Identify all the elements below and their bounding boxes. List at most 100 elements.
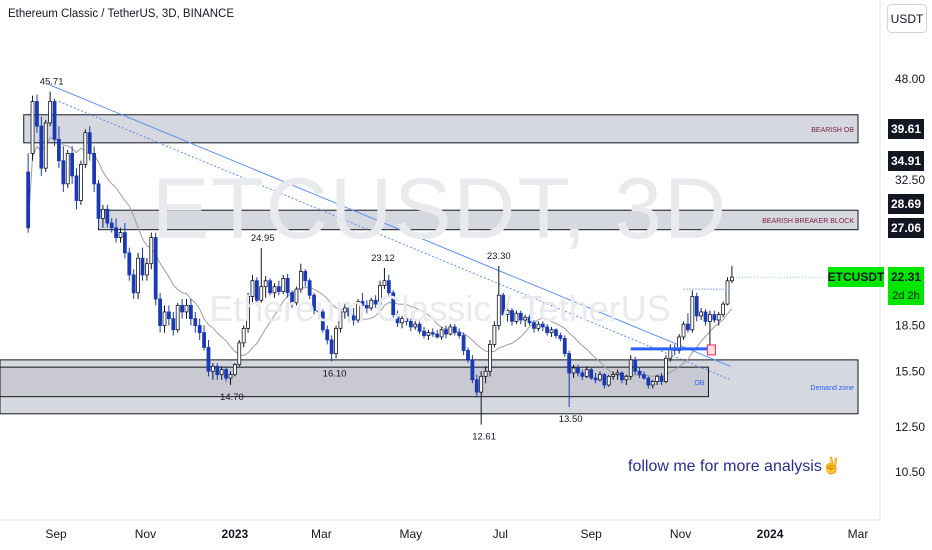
candle-body (422, 330, 426, 336)
candle-body (92, 152, 97, 185)
candle-body (426, 332, 431, 336)
symbol-price-tag: ETCUSDT (828, 267, 884, 287)
candle-body (96, 183, 101, 219)
candle-body (43, 122, 48, 169)
candle-body (690, 296, 695, 331)
trendline-dotted (58, 101, 731, 381)
candle-body (373, 299, 378, 305)
x-tick-label: Mar (848, 527, 869, 541)
candle-body (439, 329, 444, 338)
candle-body (378, 285, 382, 305)
y-tick-label: 15.50 (895, 364, 925, 378)
candle-body (545, 326, 550, 334)
candle-body (193, 318, 198, 326)
candle-body (642, 374, 646, 379)
candle-body (316, 310, 321, 313)
candle-body (224, 369, 228, 379)
candle-body (219, 369, 224, 376)
candle-body (184, 304, 189, 313)
candle-body (523, 316, 528, 321)
candle-body (123, 232, 127, 254)
candle-body (479, 375, 484, 393)
candle-body (615, 372, 620, 376)
x-tick-label: May (399, 527, 422, 541)
candle-body (400, 318, 404, 324)
candle-body (488, 343, 492, 372)
candle-body (681, 323, 686, 338)
candle-body (285, 277, 290, 294)
candle-body (703, 311, 708, 322)
candle-body (584, 369, 589, 377)
price-tag-39-61: 39.61 (888, 119, 924, 139)
currency-button[interactable]: USDT (887, 4, 927, 33)
candle-body (602, 374, 607, 386)
y-tick-label: 18.50 (895, 319, 925, 333)
candle-body (417, 323, 422, 332)
candles-layer (26, 91, 734, 425)
candle-body (686, 323, 690, 331)
moving-average-line (27, 137, 733, 377)
candle-body (175, 304, 180, 331)
candle-body (536, 323, 541, 329)
candle-body (131, 274, 136, 294)
candle-body (180, 304, 184, 313)
candle-body (386, 280, 391, 294)
y-tick-label: 10.50 (895, 465, 925, 479)
zones-layer: BEARISH OB BEARISH BREAKER BLOCK Demand zo… (0, 114, 859, 415)
price-tag-28-69: 28.69 (888, 194, 924, 214)
candle-body (232, 364, 237, 376)
candle-body (276, 286, 281, 292)
candle-body (611, 374, 616, 377)
price-label: 24.95 (251, 233, 275, 244)
candle-body (105, 208, 110, 224)
candle-body (518, 312, 523, 321)
candle-body (646, 377, 651, 386)
price-labels-layer: 45.71 24.95 23.12 23.30 16.10 14.70 12.61 13.50 (40, 77, 583, 443)
price-tag-27-06: 27.06 (888, 218, 924, 238)
candle-body (435, 333, 440, 338)
candle-body (52, 101, 57, 140)
candle-body (470, 359, 475, 381)
candle-body (364, 304, 369, 309)
candle-body (74, 175, 79, 201)
candle-body (567, 353, 572, 374)
candle-body (356, 301, 360, 321)
trendline-layer (48, 83, 731, 381)
candle-body (659, 375, 664, 382)
zone-label-3: OB (694, 380, 704, 387)
candle-body (444, 329, 448, 335)
x-tick-label: Mar (311, 527, 332, 541)
candle-body (136, 257, 141, 294)
zone-3 (0, 366, 709, 398)
candle-body (628, 359, 633, 377)
candle-body (109, 222, 114, 229)
candle-body (655, 375, 660, 382)
candle-body (171, 318, 176, 331)
candle-body (483, 370, 488, 377)
candle-body (290, 292, 294, 304)
y-tick-label: 12.50 (895, 420, 925, 434)
candle-body (593, 377, 598, 381)
candle-body (140, 257, 145, 276)
candle-body (716, 314, 721, 321)
x-tick-label: Sep (45, 527, 67, 541)
candle-body (677, 336, 682, 351)
candle-body (26, 171, 31, 229)
candle-body (466, 350, 470, 361)
candle-body (210, 365, 215, 372)
x-tick-label: 2024 (757, 527, 784, 541)
candle-body (35, 101, 39, 127)
candle-body (153, 237, 158, 300)
y-tick-label: 48.00 (895, 72, 925, 86)
x-tick-label: Nov (670, 527, 691, 541)
chart-title: Ethereum Classic / TetherUS, 3D, BINANCE (8, 8, 235, 20)
candle-body (712, 314, 717, 321)
price-label: 16.10 (323, 368, 347, 379)
candle-body (57, 139, 61, 162)
candle-body (145, 263, 149, 276)
candle-body (708, 314, 712, 322)
x-tick-label: Sep (580, 527, 602, 541)
candle-body (650, 381, 655, 386)
candle-body (228, 374, 233, 379)
price-label: 23.12 (371, 253, 395, 264)
